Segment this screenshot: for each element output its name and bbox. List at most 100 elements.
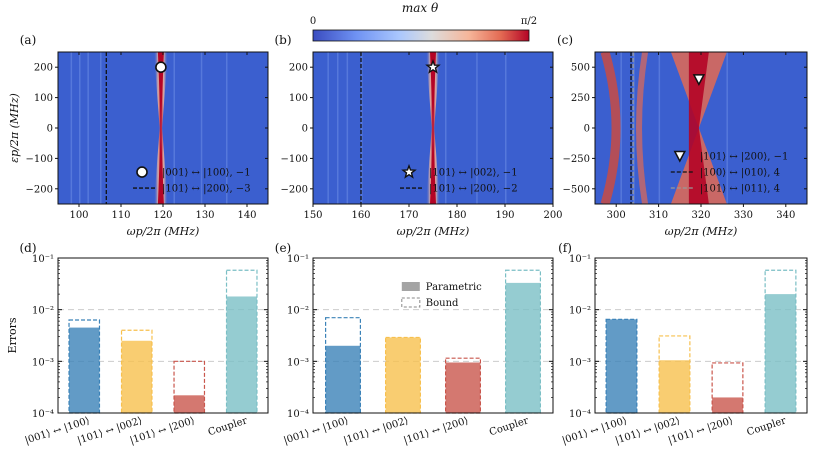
y-tick-label: −500 — [563, 184, 590, 195]
parametric-bar — [69, 327, 100, 413]
y-tick-label: 10⁻² — [569, 306, 591, 317]
resonance-core — [688, 52, 709, 204]
y-tick-label: 10⁻¹ — [287, 254, 309, 265]
y-tick-label: −200 — [26, 184, 53, 195]
heatmap-legend: |101⟩ ↔ |200⟩, −1 |100⟩ ↔ |010⟩, 4 |101⟩ ↔… — [670, 150, 788, 194]
x-tick-label: Coupler — [746, 415, 788, 438]
panel-label: (a) — [20, 33, 37, 47]
panel-label: (c) — [557, 33, 573, 47]
x-tick-label: 130 — [195, 210, 214, 221]
y-tick-label: −100 — [26, 154, 53, 165]
y-tick-label: 100 — [289, 93, 308, 104]
x-tick-label: 180 — [447, 210, 466, 221]
x-axis-label: ωp/2π (MHz) — [127, 225, 200, 238]
parametric-bar — [445, 362, 481, 413]
resonance-core — [430, 52, 436, 204]
heatmap-streak — [505, 52, 507, 204]
heatmap-streak — [726, 52, 728, 204]
y-tick-label: 200 — [289, 63, 308, 74]
parametric-bar — [121, 340, 152, 413]
y-tick-label: 10⁻¹ — [569, 254, 591, 265]
heatmap-streak — [327, 52, 329, 204]
resonance-core — [157, 52, 164, 204]
panel-label: (e) — [275, 241, 291, 255]
panel-label: (f) — [558, 241, 572, 255]
y-tick-label: 500 — [571, 63, 590, 74]
y-tick-label: 250 — [571, 93, 590, 104]
parametric-bar — [765, 294, 796, 413]
heatmap-streak — [70, 52, 73, 204]
heatmap-field — [58, 52, 268, 204]
transition-marker — [155, 61, 167, 73]
x-tick-label: |101⟩ ↔ |002⟩ — [342, 415, 410, 446]
x-axis-label: ωp/2π (MHz) — [665, 225, 738, 238]
heatmap-field — [313, 52, 553, 204]
y-tick-label: 10⁻³ — [569, 357, 591, 368]
y-axis-label: εp/2π (MHz) — [8, 93, 21, 163]
colorbar: max θ 0 π/2 — [310, 1, 537, 42]
panel-label: (b) — [274, 33, 291, 47]
x-axis-label: ωp/2π (MHz) — [397, 225, 470, 238]
heatmap-streak — [633, 52, 635, 204]
heatmap-streak — [79, 52, 81, 204]
panel-label: (d) — [19, 241, 36, 255]
x-tick-label: |101⟩ ↔ |200⟩ — [402, 415, 470, 446]
heatmap-streak — [476, 52, 478, 204]
x-tick-label: 140 — [237, 210, 256, 221]
y-tick-label: 10⁻¹ — [32, 254, 54, 265]
heatmap-streak — [173, 52, 175, 204]
heatmap-streak — [100, 52, 102, 204]
legend-label-bound: Bound — [426, 298, 459, 309]
legend-label-parametric: Parametric — [426, 282, 482, 293]
heatmap-panel-b: 150 160 170 180 190 200 −200 −100 0 100 200 (b) ωp/2… — [274, 33, 562, 238]
heatmap-panel-c: 300 310 320 330 340 −500 −250 0 250 500 (c) ωp/2π (… — [557, 33, 808, 238]
heatmap-legend: |001⟩ ↔ |100⟩, −1 |101⟩ ↔ |200⟩, −3 — [133, 166, 251, 195]
x-tick-label: 100 — [69, 210, 88, 221]
parametric-bar — [606, 319, 637, 413]
parametric-bar — [712, 397, 743, 413]
legend-label: |101⟩ ↔ |002⟩, −1 — [429, 168, 518, 179]
y-tick-label: 10⁻⁴ — [287, 409, 309, 420]
y-tick-label: −250 — [563, 154, 590, 165]
y-tick-label: 10⁻² — [287, 306, 309, 317]
colorbar-title: max θ — [402, 1, 439, 15]
y-axis-label: Errors — [6, 317, 19, 353]
bar-legend: Parametric Bound — [401, 282, 482, 309]
x-tick-label: 190 — [495, 210, 514, 221]
parametric-bar — [226, 296, 257, 413]
parametric-bar — [385, 337, 421, 413]
plot-frame — [594, 257, 808, 414]
x-tick-label: 320 — [691, 210, 710, 221]
legend-swatch-bound — [401, 297, 421, 308]
bar-panel-f: |001⟩ ↔ |100⟩|101⟩ ↔ |002⟩|101⟩ ↔ |200⟩ C… — [558, 241, 808, 447]
x-tick-label: 160 — [351, 210, 370, 221]
y-tick-label: 100 — [34, 93, 53, 104]
legend-marker — [401, 163, 417, 179]
legend-label: |001⟩ ↔ |100⟩, −1 — [162, 168, 251, 179]
parametric-bar — [659, 360, 690, 413]
x-tick-label: 310 — [649, 210, 668, 221]
legend-marker — [673, 150, 687, 163]
parametric-bar — [325, 345, 361, 413]
heatmap-streak — [226, 52, 228, 204]
bar-panel-e: |001⟩ ↔ |100⟩|101⟩ ↔ |002⟩|101⟩ ↔ |200⟩ C… — [275, 241, 554, 447]
heatmap-streak — [87, 52, 89, 204]
x-tick-label: 150 — [303, 210, 322, 221]
y-tick-label: 200 — [34, 63, 53, 74]
legend-label: |100⟩ ↔ |010⟩, 4 — [700, 167, 780, 178]
x-tick-label: |001⟩ ↔ |100⟩ — [282, 415, 350, 446]
plot-frame — [57, 257, 269, 414]
y-tick-label: 10⁻² — [32, 306, 54, 317]
y-tick-label: −100 — [281, 154, 308, 165]
y-tick-label: 0 — [302, 124, 308, 135]
resonance-band — [153, 52, 168, 204]
x-tick-label: Coupler — [488, 415, 530, 438]
bar-panel-d: |001⟩ ↔ |100⟩|101⟩ ↔ |002⟩|101⟩ ↔ |200⟩ C… — [6, 241, 269, 447]
legend-swatch-parametric — [401, 282, 420, 291]
plot-frame — [312, 257, 554, 414]
y-tick-label: 10⁻⁴ — [569, 409, 591, 420]
colorbar-min-label: 0 — [310, 16, 316, 27]
heatmap-streak — [361, 52, 363, 204]
bound-bar — [445, 357, 482, 414]
resonance-band — [426, 52, 440, 204]
